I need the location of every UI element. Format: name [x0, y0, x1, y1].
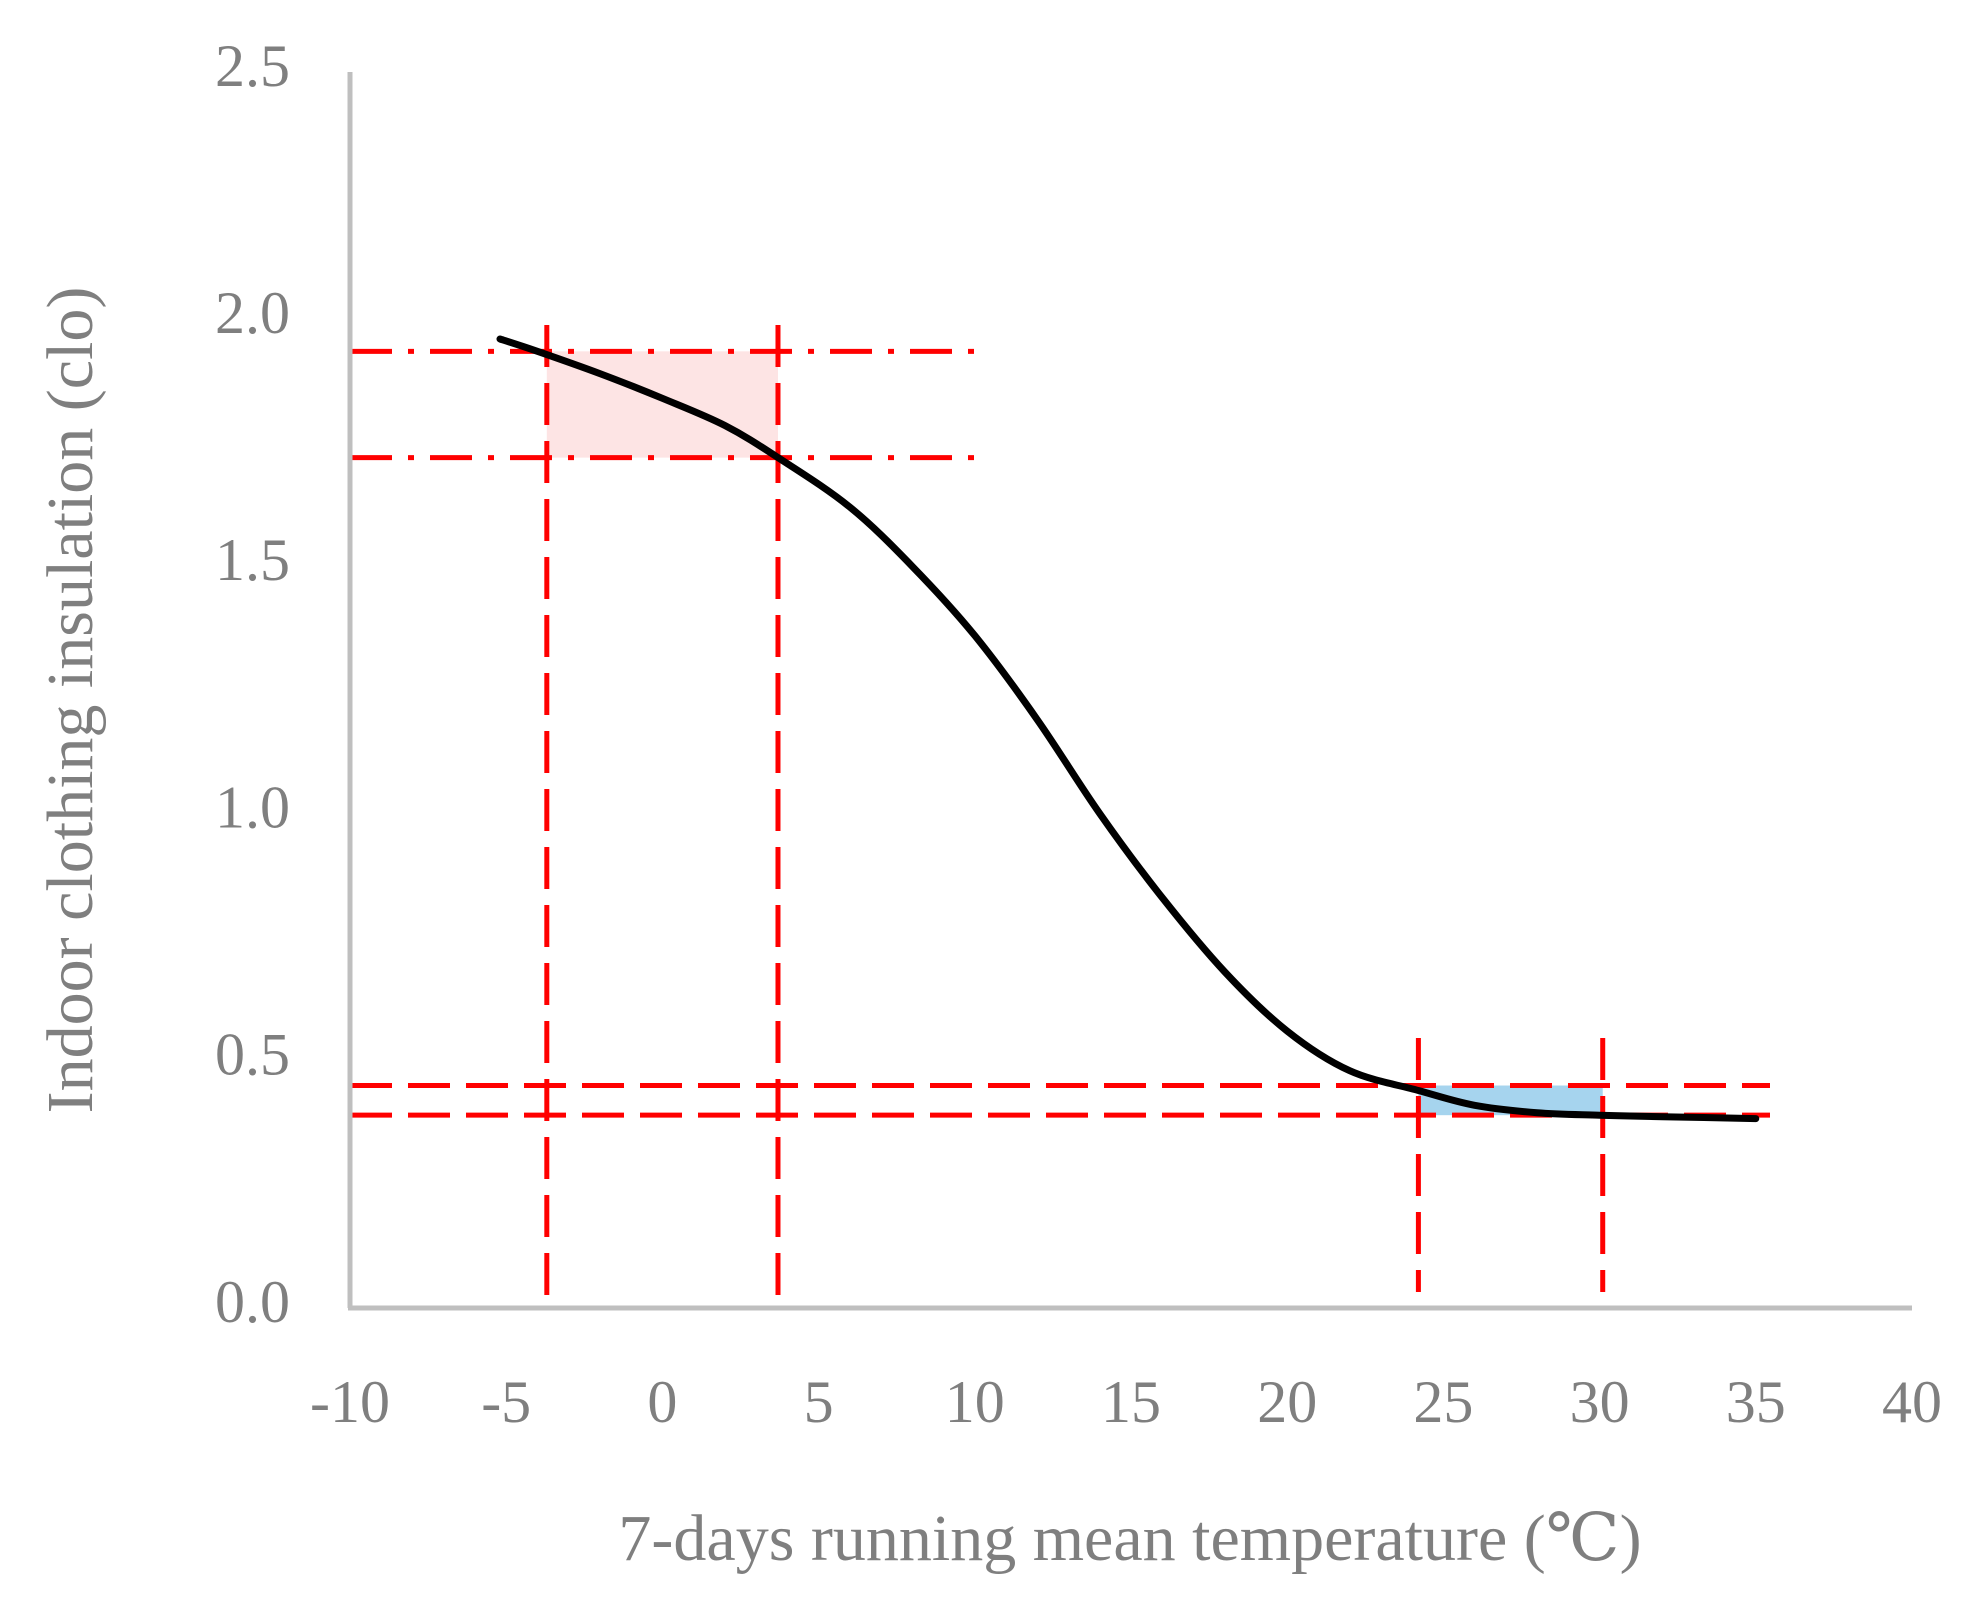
y-tick-label: 2.5	[215, 33, 290, 99]
x-tick-label: 30	[1570, 1369, 1630, 1435]
reference-lines	[350, 325, 1770, 1305]
x-tick-label: -5	[481, 1369, 531, 1435]
y-tick-label: 0.0	[215, 1269, 290, 1335]
y-tick-label: 1.0	[215, 774, 290, 840]
x-tick-label: 10	[945, 1369, 1005, 1435]
x-tick-label: 25	[1413, 1369, 1473, 1435]
y-axis-title: Indoor clothing insulation (clo)	[34, 287, 107, 1114]
x-tick-label: 35	[1726, 1369, 1786, 1435]
y-tick-label: 1.5	[215, 527, 290, 593]
x-tick-label: 5	[804, 1369, 834, 1435]
y-tick-label: 0.5	[215, 1022, 290, 1088]
x-tick-label: -10	[310, 1369, 390, 1435]
axes	[347, 72, 1912, 1311]
series-line-1	[496, 335, 1760, 1123]
x-tick-label: 0	[647, 1369, 677, 1435]
x-tick-label: 15	[1101, 1369, 1161, 1435]
x-tick-label: 20	[1257, 1369, 1317, 1435]
tick-labels: -10 -5 0 5 10 15 20 25 30 35 40 0.0 0.5 1.0 1.5 2.0 2.5	[215, 33, 1942, 1435]
x-tick-label: 40	[1882, 1369, 1942, 1435]
y-tick-label: 2.0	[215, 280, 290, 346]
series-layer	[496, 335, 1760, 1123]
x-axis-title: 7-days running mean temperature (℃)	[618, 1502, 1641, 1575]
highlight-regions	[546, 351, 1603, 1116]
